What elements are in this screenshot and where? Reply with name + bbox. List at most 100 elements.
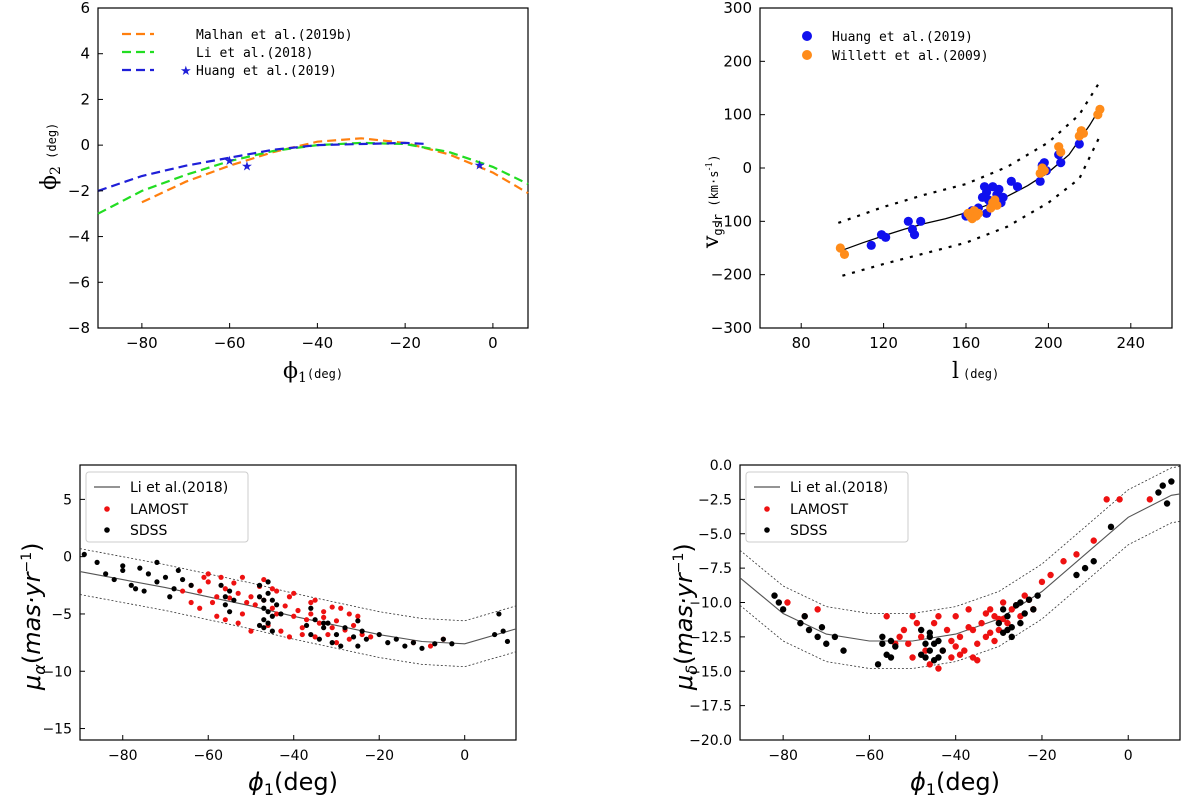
data-point-lamost (325, 631, 331, 638)
data-point-sdss (308, 631, 314, 638)
data-point-sdss (137, 565, 143, 571)
data-point-sdss (167, 594, 173, 600)
data-point-sdss (917, 626, 925, 634)
y-tick-label: −100 (711, 212, 752, 230)
data-point-sdss (1021, 610, 1028, 617)
x-tick-label: −60 (193, 748, 223, 764)
data-point-lamost (205, 579, 211, 585)
data-point-0 (998, 192, 1008, 202)
data-point-lamost (1060, 558, 1067, 565)
data-point-sdss (492, 631, 498, 638)
panel-vgsr-ticks: 80 120 160 200 240 −300 −200 −100 0 100 200 300 (711, 0, 1145, 352)
y-tick-label: −2 (68, 182, 90, 200)
data-point-lamost (926, 661, 934, 668)
data-point-sdss (1107, 523, 1115, 531)
upper-bound-line (79, 548, 517, 622)
data-point-lamost (905, 640, 912, 647)
panel-mudelta-lines (739, 466, 1181, 672)
data-point-lamost (338, 605, 344, 611)
data-point-lamost (961, 647, 968, 654)
data-point-lamost (1073, 551, 1080, 558)
data-point-sdss (303, 622, 310, 629)
y-tick-label: 200 (723, 52, 752, 70)
data-point-lamost (269, 586, 275, 592)
y-tick-label: −200 (711, 266, 752, 284)
data-point-lamost (333, 618, 340, 624)
data-point-lamost (329, 625, 335, 631)
data-point-0 (982, 187, 992, 197)
data-point-lamost (965, 624, 972, 631)
data-point-lamost (1047, 571, 1054, 579)
data-point-sdss (1030, 606, 1037, 613)
lower-bound-line (842, 135, 1101, 277)
data-point-lamost (239, 574, 246, 580)
data-point-0 (994, 184, 1004, 194)
data-point-sdss (269, 613, 275, 619)
data-point-lamost (222, 617, 228, 623)
data-point-sdss (261, 597, 267, 603)
data-point-lamost (286, 634, 293, 640)
data-point-sdss (1017, 619, 1024, 627)
data-point-sdss (222, 594, 228, 600)
data-point-lamost (214, 594, 220, 600)
data-point-sdss (1163, 500, 1171, 507)
x-tick-label: 160 (952, 334, 981, 352)
data-point-lamost (282, 603, 288, 609)
data-point-lamost (231, 580, 237, 586)
data-point-sdss (1008, 624, 1015, 631)
legend-marker-sdss (104, 527, 110, 533)
x-tick-label: 0 (1124, 748, 1133, 764)
data-point-sdss (179, 576, 186, 583)
data-point-sdss (269, 628, 275, 634)
data-point-lamost (1103, 496, 1110, 503)
panel-phi2-legend: Malhan et al.(2019b) Li et al.(2018) ★ H… (122, 28, 353, 79)
y-tick-label: −2.5 (698, 492, 732, 508)
data-point-lamost (999, 599, 1007, 606)
data-point-sdss (278, 611, 284, 617)
data-point-lamost (346, 611, 352, 617)
data-point-lamost (814, 606, 821, 613)
data-point-sdss (188, 582, 194, 588)
legend-label-sdss: SDSS (130, 523, 168, 539)
upper-bound-line (837, 81, 1101, 224)
data-point-lamost (355, 613, 361, 619)
y-tick-label: −10 (42, 664, 72, 680)
data-point-lamost (299, 625, 305, 631)
y-tick-label: −300 (711, 319, 752, 337)
y-tick-label: 0 (742, 159, 752, 177)
data-point-lamost (205, 571, 211, 577)
data-point-lamost (291, 590, 297, 596)
data-point-sdss (999, 606, 1007, 613)
upper-bound-line (739, 466, 1181, 614)
panel-vgsr-ylabel: vgsr (km·s-1) (699, 155, 725, 250)
panel-mudelta-ticks: −80 −60 −40 −20 0 −20.0 −17.5 −15.0 −12.5 −10.0 −7… (689, 458, 1133, 764)
data-point-sdss (261, 605, 267, 611)
data-point-1 (992, 200, 1002, 210)
y-tick-label: −15 (42, 722, 72, 738)
y-tick-label: −15.0 (689, 664, 732, 680)
panel-mudelta-xlabel: ϕ1(deg) (910, 768, 1000, 799)
data-point-sdss (256, 594, 263, 600)
data-point-lamost (948, 654, 955, 661)
data-point-1 (1095, 104, 1105, 114)
x-tick-label: 0 (460, 748, 469, 764)
panel-vgsr-xlabel: l (deg) (952, 359, 999, 384)
data-point-0 (903, 216, 913, 226)
data-point-sdss (879, 633, 886, 641)
data-point-lamost (952, 613, 959, 620)
data-point-sdss (840, 647, 847, 654)
data-point-sdss (939, 647, 946, 654)
data-point-sdss (265, 609, 271, 615)
fit-line (838, 107, 1101, 253)
data-point-sdss (771, 592, 778, 599)
data-point-sdss (141, 588, 147, 594)
data-point-lamost (188, 599, 194, 606)
y-tick-label: −10.0 (689, 596, 732, 612)
panel-mualpha-ticks: −80 −60 −40 −20 0 −15 −10 −5 0 5 (42, 492, 469, 764)
y-tick-label: 0.0 (710, 458, 732, 474)
data-point-lamost (269, 605, 275, 611)
data-point-0 (866, 240, 876, 250)
data-point-sdss (1008, 633, 1015, 641)
data-point-sdss (308, 605, 314, 611)
